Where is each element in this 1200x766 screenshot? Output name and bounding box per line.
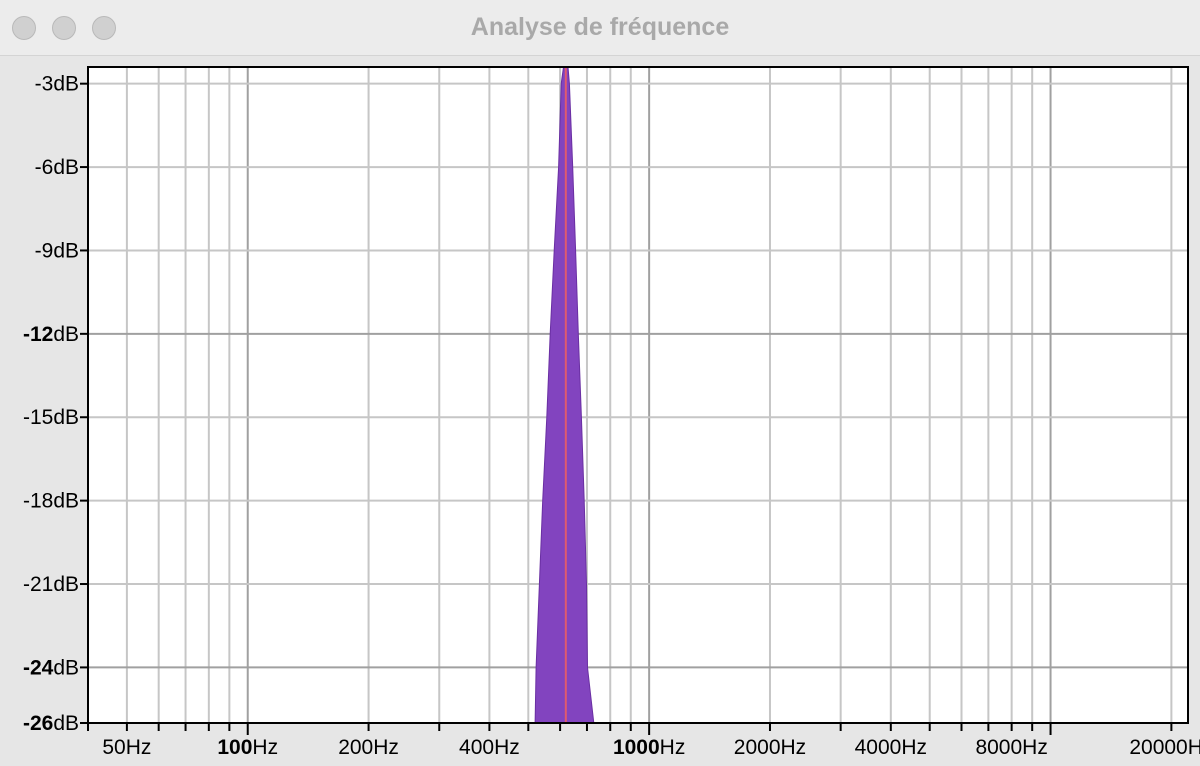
y-tick-label-value: -9 [35, 239, 54, 262]
y-tick-label: -18dB [23, 490, 79, 513]
y-tick-label: -21dB [23, 573, 79, 596]
y-tick-label-unit: dB [53, 156, 79, 179]
x-tick-label: 1000Hz [613, 736, 685, 759]
x-tick-label: 2000Hz [734, 736, 806, 759]
window-titlebar: Analyse de fréquence [0, 0, 1200, 56]
x-tick-label-value: 200 [338, 736, 373, 759]
x-tick-label-unit: Hz [660, 736, 686, 759]
x-tick-label-value: 20000 [1129, 736, 1187, 759]
x-tick-label-unit: Hz [781, 736, 807, 759]
spectrum-plot[interactable]: 50Hz 100Hz 200Hz 400Hz 1000Hz 2000Hz 4000Hz 800… [0, 56, 1200, 766]
y-tick-label-value: -18 [23, 490, 53, 513]
y-tick-label-unit: dB [53, 656, 79, 679]
x-tick-label-unit: Hz [1022, 736, 1048, 759]
zoom-window-button[interactable] [92, 16, 116, 40]
x-tick-label-value: 100 [217, 736, 252, 759]
y-tick-label: -24dB [23, 656, 79, 679]
y-tick-label: -9dB [35, 239, 79, 262]
x-tick-label-value: 8000 [975, 736, 1022, 759]
y-tick-label-unit: dB [53, 406, 79, 429]
y-tick-label-value: -12 [23, 323, 53, 346]
y-tick-label-unit: dB [53, 490, 79, 513]
y-tick-label-value: -3 [35, 73, 54, 96]
x-tick-label: 8000Hz [975, 736, 1047, 759]
x-tick-label-unit: Hz [1188, 736, 1200, 759]
close-window-button[interactable] [12, 16, 36, 40]
x-tick-label: 100Hz [217, 736, 278, 759]
y-tick-label-value: -24 [23, 656, 54, 679]
y-tick-label: -3dB [35, 73, 79, 96]
x-tick-label-value: 400 [459, 736, 494, 759]
y-tick-label: -6dB [35, 156, 79, 179]
plot-background [88, 67, 1188, 723]
y-tick-label-unit: dB [53, 323, 79, 346]
y-tick-label-unit: dB [53, 239, 79, 262]
y-tick-label: -12dB [23, 323, 79, 346]
y-tick-label-unit: dB [53, 573, 79, 596]
y-tick-label: -15dB [23, 406, 79, 429]
x-tick-label-value: 1000 [613, 736, 660, 759]
y-tick-label-value: -6 [35, 156, 54, 179]
y-tick-label-value: -21 [23, 573, 53, 596]
x-tick-label: 400Hz [459, 736, 520, 759]
x-tick-label-value: 4000 [855, 736, 902, 759]
x-tick-label-value: 50 [102, 736, 125, 759]
x-tick-label-unit: Hz [373, 736, 399, 759]
y-tick-label: -26dB [23, 712, 79, 735]
x-tick-label-unit: Hz [126, 736, 152, 759]
x-tick-label-value: 2000 [734, 736, 781, 759]
y-tick-label-value: -15 [23, 406, 53, 429]
x-tick-label: 20000Hz [1129, 736, 1200, 759]
frequency-chart: 50Hz 100Hz 200Hz 400Hz 1000Hz 2000Hz 4000Hz 800… [0, 56, 1200, 766]
x-tick-label: 200Hz [338, 736, 399, 759]
x-tick-label-unit: Hz [901, 736, 927, 759]
y-tick-label-value: -26 [23, 712, 53, 735]
x-tick-label-unit: Hz [252, 736, 278, 759]
x-tick-label-unit: Hz [494, 736, 520, 759]
x-tick-label: 50Hz [102, 736, 151, 759]
minimize-window-button[interactable] [52, 16, 76, 40]
y-tick-label-unit: dB [53, 73, 79, 96]
x-tick-label: 4000Hz [855, 736, 927, 759]
y-tick-label-unit: dB [53, 712, 79, 735]
window-title: Analyse de fréquence [470, 13, 730, 41]
